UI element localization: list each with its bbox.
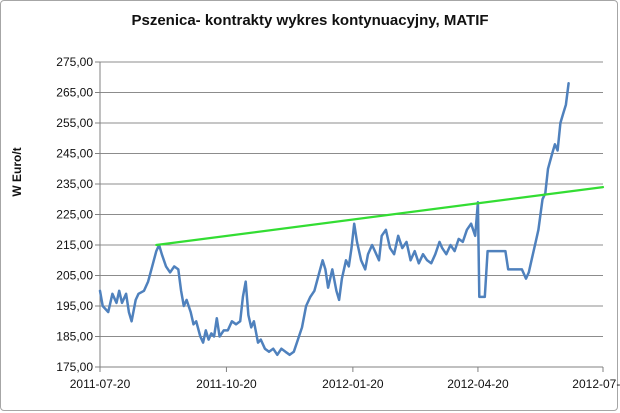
x-tick-label: 2012-01-20	[322, 377, 384, 391]
y-tick-label: 205,00	[56, 269, 93, 283]
x-tick-label: 2012-04-20	[447, 377, 509, 391]
x-tick-label: 2011-10-20	[196, 377, 257, 391]
trend-line	[155, 186, 605, 247]
x-tick-label: 2011-07-20	[70, 377, 131, 391]
y-tick-label: 215,00	[56, 238, 93, 252]
y-tick-label: 235,00	[56, 177, 93, 191]
y-tick-label: 195,00	[56, 299, 93, 313]
y-tick-label: 225,00	[56, 208, 93, 222]
y-tick-label: 245,00	[56, 147, 93, 161]
y-tick-label: 175,00	[56, 360, 93, 374]
y-tick-label: 185,00	[56, 330, 93, 344]
x-tick-label: 2012-07-20	[572, 377, 620, 391]
y-tick-label: 275,00	[56, 55, 93, 69]
price-series-line	[98, 82, 570, 357]
chart-title: Pszenica- kontrakty wykres kontynuacyjny…	[131, 12, 489, 29]
y-tick-label: 265,00	[56, 86, 93, 100]
y-tick-label: 255,00	[56, 116, 93, 130]
